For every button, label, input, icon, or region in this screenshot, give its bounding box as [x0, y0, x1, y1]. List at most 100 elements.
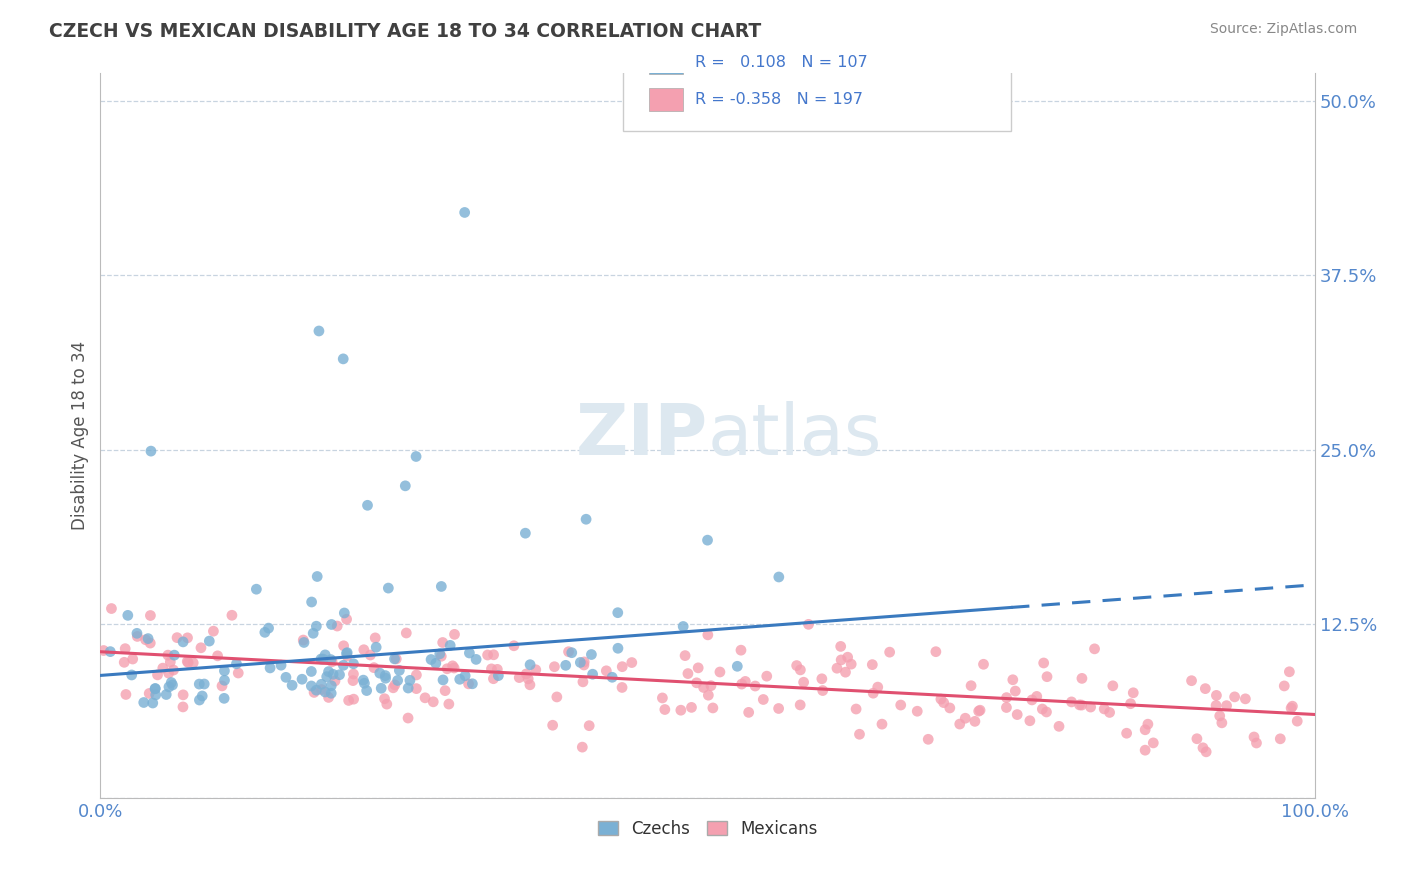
Point	[93, 643, 115, 657]
Point	[546, 690, 568, 704]
Point	[333, 606, 356, 620]
Point	[127, 629, 149, 643]
Point	[574, 655, 596, 669]
Point	[318, 690, 340, 705]
Point	[336, 648, 359, 663]
Point	[1205, 689, 1227, 703]
Point	[672, 619, 695, 633]
Point	[429, 647, 451, 661]
Point	[731, 677, 754, 691]
Point	[461, 677, 484, 691]
Point	[374, 668, 396, 682]
Point	[373, 691, 395, 706]
Point	[1005, 707, 1028, 722]
Point	[211, 679, 233, 693]
Point	[669, 703, 692, 717]
Text: ZIP: ZIP	[575, 401, 707, 470]
Point	[685, 675, 707, 690]
Bar	[650, 88, 683, 112]
Point	[132, 696, 155, 710]
Point	[225, 657, 247, 671]
Point	[146, 668, 169, 682]
Point	[561, 646, 583, 660]
Point	[1115, 726, 1137, 740]
Point	[382, 681, 405, 695]
Point	[1071, 672, 1094, 686]
Point	[600, 670, 623, 684]
Point	[188, 677, 211, 691]
Point	[482, 672, 505, 686]
Point	[335, 646, 357, 660]
Point	[1185, 731, 1208, 746]
Y-axis label: Disability Age 18 to 34: Disability Age 18 to 34	[72, 341, 89, 530]
Point	[811, 683, 834, 698]
Point	[157, 680, 180, 694]
Point	[1025, 690, 1047, 704]
Point	[125, 626, 148, 640]
Point	[377, 581, 399, 595]
Point	[481, 662, 503, 676]
Point	[336, 612, 359, 626]
Point	[1136, 717, 1159, 731]
Point	[755, 669, 778, 683]
Point	[508, 671, 530, 685]
Point	[191, 689, 214, 703]
Point	[396, 681, 419, 695]
Point	[166, 631, 188, 645]
Legend: Czechs, Mexicans: Czechs, Mexicans	[591, 813, 824, 844]
Point	[434, 683, 457, 698]
Point	[321, 617, 343, 632]
Point	[543, 659, 565, 673]
Point	[1270, 731, 1292, 746]
Point	[342, 692, 364, 706]
Point	[413, 690, 436, 705]
Point	[575, 512, 598, 526]
Point	[581, 667, 603, 681]
Point	[1215, 698, 1237, 713]
Point	[363, 660, 385, 674]
Point	[353, 642, 375, 657]
Point	[612, 659, 634, 673]
Point	[436, 662, 458, 676]
Point	[190, 640, 212, 655]
Point	[752, 692, 775, 706]
Point	[457, 677, 479, 691]
Point	[115, 688, 138, 702]
Point	[681, 700, 703, 714]
Point	[1018, 714, 1040, 728]
Point	[486, 662, 509, 676]
Point	[318, 665, 340, 679]
Point	[221, 608, 243, 623]
Point	[1098, 706, 1121, 720]
Point	[1133, 723, 1156, 737]
Point	[157, 666, 180, 681]
Point	[486, 668, 509, 682]
Point	[454, 669, 477, 683]
Point	[929, 692, 952, 706]
Point	[312, 652, 335, 666]
Point	[692, 681, 714, 695]
Point	[1119, 697, 1142, 711]
Point	[135, 632, 157, 647]
Point	[214, 673, 236, 688]
Point	[364, 631, 387, 645]
Point	[321, 679, 343, 693]
Point	[138, 686, 160, 700]
Point	[477, 648, 499, 662]
Point	[301, 595, 323, 609]
Point	[322, 667, 344, 681]
Point	[1032, 656, 1054, 670]
Point	[202, 624, 225, 639]
Point	[789, 663, 811, 677]
Bar	[650, 50, 683, 74]
Point	[744, 679, 766, 693]
Point	[432, 635, 454, 649]
Point	[734, 674, 756, 689]
Point	[517, 672, 540, 686]
Point	[163, 648, 186, 662]
Point	[305, 619, 328, 633]
Point	[955, 711, 977, 725]
Point	[995, 700, 1018, 714]
Point	[160, 675, 183, 690]
Point	[449, 673, 471, 687]
